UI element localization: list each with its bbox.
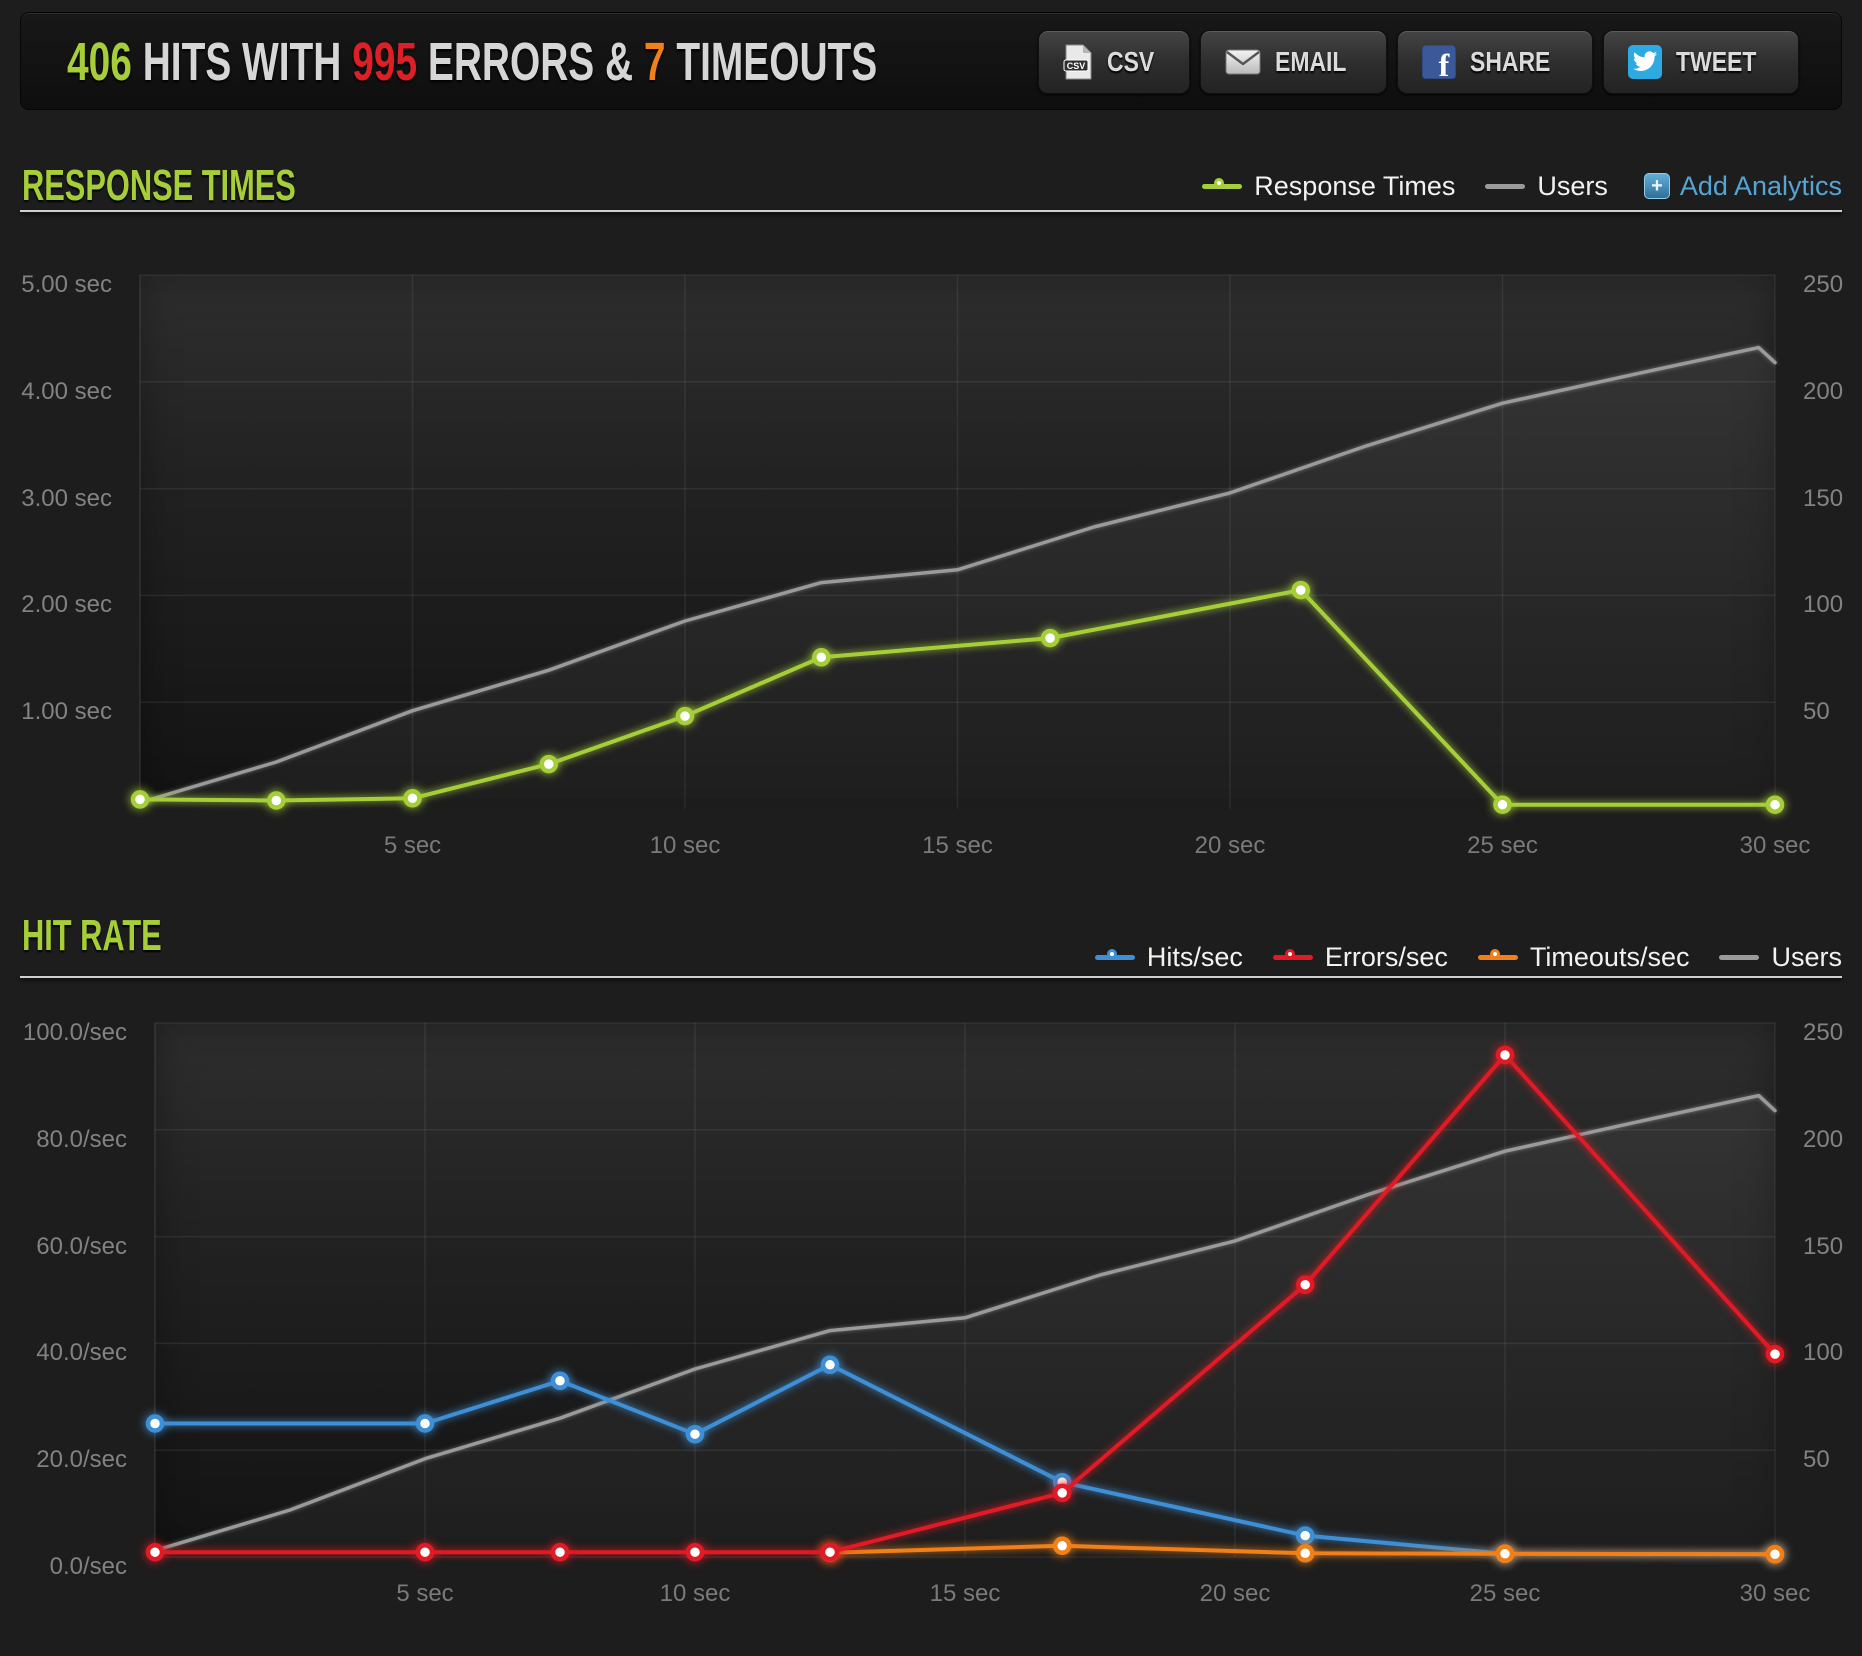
share-button-label: SHARE bbox=[1469, 46, 1551, 77]
section-divider bbox=[20, 976, 1842, 978]
legend-marker-dot bbox=[1489, 949, 1500, 959]
axis-tick-label: 20 sec bbox=[1194, 832, 1266, 859]
section-title-hit-rate: HIT RATE bbox=[22, 911, 162, 960]
axis-tick-label: 250 bbox=[1803, 1019, 1844, 1046]
add-analytics-link[interactable]: + Add Analytics bbox=[1643, 170, 1842, 202]
axis-tick-label: 100 bbox=[1803, 591, 1844, 619]
csv-file-icon: CSV bbox=[1063, 44, 1093, 80]
axis-tick-label: 5.00 sec bbox=[21, 271, 112, 298]
legend-marker bbox=[1719, 954, 1760, 960]
axis-tick-label: 100 bbox=[1803, 1339, 1844, 1367]
email-button[interactable]: EMAIL bbox=[1199, 30, 1387, 94]
axis-tick-label: 5 sec bbox=[396, 1580, 454, 1607]
csv-button[interactable]: CSV CSV bbox=[1038, 30, 1190, 94]
legend-marker-dot bbox=[1106, 949, 1117, 959]
axis-tick-label: 200 bbox=[1803, 1125, 1844, 1153]
axis-tick-label: 100.0/sec bbox=[22, 1019, 127, 1046]
legend-item-users[interactable]: Users bbox=[1485, 171, 1608, 202]
hits-count: 406 bbox=[67, 32, 132, 92]
axis-tick-label: 150 bbox=[1803, 484, 1844, 512]
axis-tick-label: 2.00 sec bbox=[21, 591, 112, 619]
plot-area bbox=[130, 274, 1785, 814]
response-times-legend: Response Times Users + Add Analytics bbox=[1202, 168, 1842, 204]
plus-icon: + bbox=[1643, 173, 1670, 199]
tweet-button-label: TWEET bbox=[1676, 46, 1757, 77]
legend-item-hits-sec[interactable]: Hits/sec bbox=[1094, 941, 1243, 973]
axis-tick-label: 20.0/sec bbox=[36, 1446, 127, 1474]
axis-tick-label: 3.00 sec bbox=[21, 484, 112, 512]
axis-tick-label: 10 sec bbox=[649, 832, 721, 859]
hit-rate-chart: 0.0/sec 20.0/sec 40.0/sec 60.0/sec 80.0/sec 1… bbox=[0, 1019, 1862, 1645]
axis-tick-label: 60.0/sec bbox=[36, 1232, 127, 1260]
legend-marker-dot bbox=[1284, 949, 1295, 959]
axis-tick-label: 50 bbox=[1803, 698, 1830, 726]
facebook-icon: f bbox=[1421, 45, 1456, 79]
timeouts-label: TIMEOUTS bbox=[676, 32, 878, 92]
axis-tick-label: 30 sec bbox=[1739, 1580, 1811, 1607]
axis-tick-label: 1.00 sec bbox=[21, 698, 112, 726]
series-line-response-times bbox=[138, 588, 1777, 807]
legend-item-errors-sec[interactable]: Errors/sec bbox=[1272, 941, 1448, 973]
axis-tick-label: 25 sec bbox=[1469, 1580, 1541, 1607]
legend-items: Hits/sec Errors/sec Timeouts/sec Users bbox=[1094, 941, 1842, 973]
legend-marker bbox=[1094, 949, 1135, 960]
svg-text:CSV: CSV bbox=[1067, 61, 1086, 71]
hit-rate-legend: Hits/sec Errors/sec Timeouts/sec Users bbox=[1094, 939, 1842, 975]
legend-label: Errors/sec bbox=[1324, 941, 1448, 972]
legend-marker bbox=[1485, 183, 1526, 189]
axis-tick-label: 15 sec bbox=[929, 1580, 1001, 1607]
section-divider bbox=[20, 210, 1842, 212]
legend-marker-dot bbox=[1214, 178, 1225, 188]
email-envelope-icon bbox=[1225, 49, 1261, 75]
legend-label: Timeouts/sec bbox=[1529, 941, 1690, 972]
legend-item-timeouts-sec[interactable]: Timeouts/sec bbox=[1477, 941, 1690, 973]
legend-items: Response Times Users bbox=[1202, 171, 1608, 202]
axis-tick-label: 10 sec bbox=[659, 1580, 731, 1607]
hits-label: HITS WITH bbox=[142, 32, 342, 92]
legend-item-users[interactable]: Users bbox=[1719, 942, 1842, 973]
axis-tick-label: 250 bbox=[1803, 271, 1844, 298]
axis-tick-label: 5 sec bbox=[383, 832, 442, 859]
twitter-bird-icon bbox=[1628, 45, 1662, 79]
axis-tick-label: 50 bbox=[1803, 1446, 1830, 1474]
axis-tick-label: 0.0/sec bbox=[49, 1553, 127, 1580]
add-analytics-label: Add Analytics bbox=[1679, 170, 1842, 201]
summary-title: 406 HITS WITH 995 ERRORS & 7 TIMEOUTS bbox=[67, 35, 877, 89]
legend-label: Hits/sec bbox=[1146, 941, 1243, 972]
axis-tick-label: 40.0/sec bbox=[36, 1339, 127, 1367]
legend-label: Response Times bbox=[1254, 170, 1456, 201]
axis-tick-label: 20 sec bbox=[1199, 1580, 1271, 1607]
errors-label: ERRORS & bbox=[427, 32, 634, 92]
header-buttons: CSV CSV EMAIL bbox=[1038, 30, 1799, 94]
legend-label: Users bbox=[1771, 941, 1842, 972]
axis-tick-label: 4.00 sec bbox=[21, 377, 112, 405]
axis-tick-label: 150 bbox=[1803, 1232, 1844, 1260]
summary-header: 406 HITS WITH 995 ERRORS & 7 TIMEOUTS CS… bbox=[20, 12, 1842, 110]
series-line-users bbox=[138, 345, 1777, 805]
svg-text:f: f bbox=[1439, 47, 1450, 79]
csv-button-label: CSV bbox=[1107, 46, 1155, 77]
legend-marker bbox=[1477, 949, 1518, 960]
plot-area bbox=[145, 1022, 1785, 1564]
axis-tick-label: 30 sec bbox=[1739, 832, 1811, 859]
section-title-response-times: RESPONSE TIMES bbox=[22, 161, 296, 210]
share-button[interactable]: f SHARE bbox=[1396, 30, 1593, 94]
errors-count: 995 bbox=[352, 32, 418, 92]
timeouts-count: 7 bbox=[643, 32, 666, 92]
legend-item-response-times[interactable]: Response Times bbox=[1202, 171, 1455, 202]
response-times-chart: 1.00 sec 2.00 sec 3.00 sec 4.00 sec 5.00 sec… bbox=[0, 271, 1862, 897]
tweet-button[interactable]: TWEET bbox=[1603, 30, 1799, 94]
axis-tick-label: 15 sec bbox=[922, 832, 993, 859]
axis-tick-label: 80.0/sec bbox=[36, 1125, 127, 1153]
legend-marker bbox=[1202, 178, 1243, 189]
axis-tick-label: 200 bbox=[1803, 377, 1844, 405]
email-button-label: EMAIL bbox=[1274, 46, 1347, 77]
legend-marker bbox=[1272, 949, 1313, 960]
axis-tick-label: 25 sec bbox=[1467, 832, 1538, 859]
legend-label: Users bbox=[1537, 170, 1608, 201]
series-line-users bbox=[153, 1093, 1777, 1553]
